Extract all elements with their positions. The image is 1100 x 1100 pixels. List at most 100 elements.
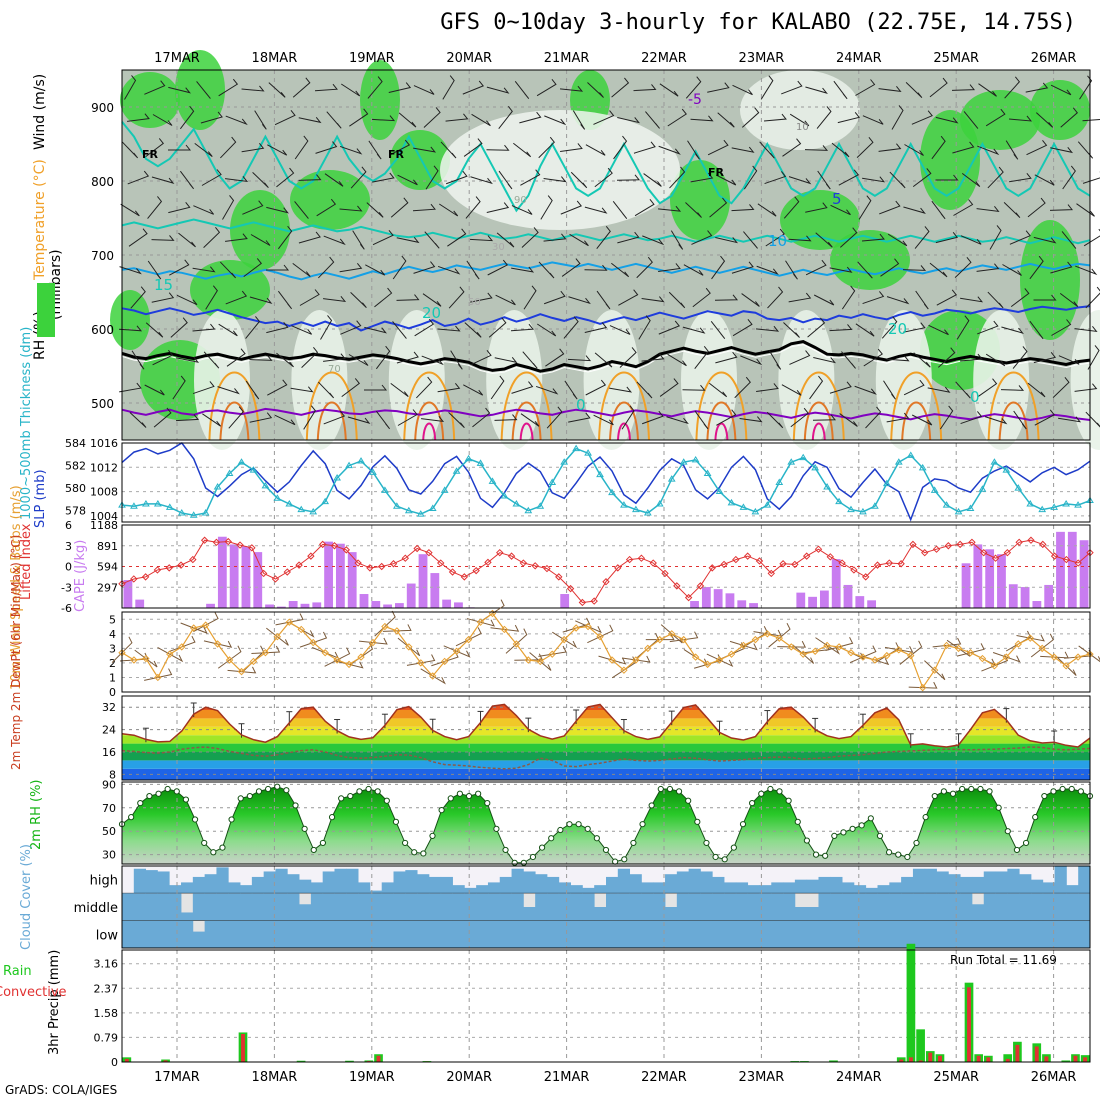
pressure-tick-label: 800: [91, 175, 114, 189]
temp-band: [122, 710, 1090, 719]
surface-wind-barb: [203, 640, 233, 648]
cloud-low-bar: [617, 920, 631, 948]
cloud-low-bar: [747, 920, 760, 948]
wind-barb: [855, 79, 876, 96]
wind-barb: [440, 141, 457, 159]
li-marker: [1039, 540, 1047, 549]
wind-barb: [249, 412, 273, 423]
wind-speed-marker: [751, 635, 760, 644]
rh-marker: [338, 795, 345, 802]
cloud-middle-bar: [428, 893, 442, 921]
cloud-high-bar: [936, 871, 949, 894]
isotherm-label: 15: [154, 276, 173, 294]
wind-barb: [470, 176, 493, 185]
wind-barb: [350, 166, 367, 189]
wind-speed-marker: [381, 622, 389, 631]
wind-barb: [202, 413, 222, 427]
cloud-high-bar: [700, 871, 713, 894]
wind-barb: [667, 108, 687, 127]
isotherm-FR-highlight: [121, 344, 1091, 375]
cloud-high-bar: [487, 882, 501, 894]
wind-barb: [790, 407, 809, 428]
wind-speed-marker: [918, 683, 927, 692]
rh-humid-region: [190, 260, 270, 320]
cloud-middle-bar: [405, 893, 418, 921]
rh-marker: [922, 814, 929, 821]
li-marker: [165, 564, 173, 572]
cloud-high-bar: [263, 871, 276, 894]
cloud-high-bar: [181, 882, 194, 894]
wind-barb: [1002, 264, 1022, 276]
rh-marker: [986, 788, 993, 795]
precip-legend-convective: Convective: [0, 985, 67, 1000]
cloud-middle-bar: [877, 893, 890, 921]
wind-barb: [465, 196, 481, 219]
wind-barb: [486, 86, 510, 94]
cloud-low-bar: [251, 920, 265, 948]
cloud-low-bar: [287, 920, 300, 948]
rh-marker: [383, 797, 390, 804]
wind-barb: [145, 138, 164, 158]
rh-marker: [831, 832, 838, 839]
cloud-low-bar: [369, 920, 383, 948]
wind-barb: [839, 413, 858, 427]
wind-barb: [833, 80, 848, 100]
wind-barb: [172, 375, 186, 400]
rh-marker: [246, 792, 253, 800]
wind-barb: [347, 416, 371, 424]
cape-bar: [867, 600, 877, 608]
wind-barb: [929, 262, 948, 278]
cloud-middle-bar: [1019, 893, 1032, 921]
wind-speed-marker: [249, 657, 258, 666]
wind-barb: [561, 258, 581, 277]
cloud-low-bar: [783, 920, 796, 948]
date-label-bottom: 18MAR: [252, 1070, 298, 1085]
wind-barb: [880, 258, 900, 277]
wind-barb: [291, 325, 313, 335]
wind-barb: [862, 176, 886, 183]
date-label-bottom: 17MAR: [154, 1070, 200, 1085]
cloud-low-bar: [1007, 920, 1020, 948]
wind-barb: [486, 144, 510, 151]
wind-barb: [641, 410, 664, 425]
cape-bar: [229, 544, 239, 608]
rh-marker: [502, 846, 509, 854]
cloud-low-bar: [452, 920, 465, 948]
li-marker: [130, 575, 138, 583]
precip-convective-bar: [976, 1055, 981, 1062]
surface-wind-barb: [397, 637, 421, 657]
isotherm-35-loop: [519, 422, 534, 441]
wind-barb: [886, 296, 910, 305]
wind-barb: [488, 317, 507, 338]
wind-barb: [741, 107, 760, 128]
wind-barb: [412, 203, 436, 212]
wind-barb: [694, 346, 709, 369]
cloud-middle-bar: [1078, 893, 1091, 921]
cloud-high-bar: [523, 871, 536, 894]
wind-barb: [585, 144, 606, 156]
wind-barb: [1052, 377, 1070, 399]
rh-marker: [1068, 785, 1075, 793]
cloud-low-bar: [275, 920, 288, 948]
wind-barb: [511, 266, 535, 273]
wind-barb: [939, 405, 954, 430]
wind-barb: [912, 168, 932, 188]
wind-barb: [422, 293, 442, 307]
rh-marker: [639, 821, 646, 828]
rh-marker: [182, 796, 190, 803]
wind-barb: [782, 138, 802, 157]
surface-wind-barb: [157, 646, 184, 663]
surface-wind-barb: [134, 649, 158, 668]
li-marker: [614, 564, 622, 572]
wind-barb: [682, 384, 706, 391]
wind-speed-marker: [237, 667, 246, 676]
cloud-low-bar: [700, 920, 713, 948]
cloud-high-bar: [499, 876, 512, 894]
rh-marker: [1032, 814, 1039, 821]
wind-barb: [955, 381, 971, 399]
cloud-middle-bar: [511, 893, 524, 921]
wind-speed-line: [121, 612, 1091, 689]
cloud-low-bar: [440, 920, 453, 948]
wind-barb: [490, 375, 505, 400]
wind-barb: [567, 355, 592, 362]
